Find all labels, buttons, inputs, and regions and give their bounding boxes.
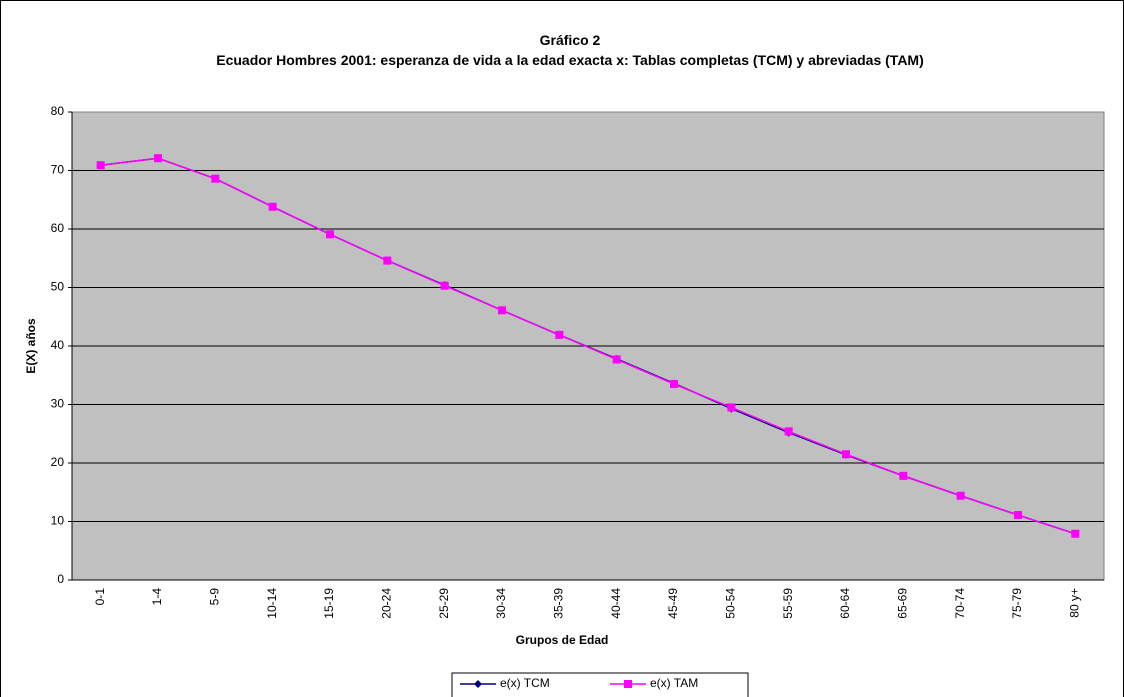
x-tick-label: 50-54: [724, 588, 738, 619]
marker: [498, 306, 506, 315]
marker: [612, 355, 621, 364]
x-tick-label: 20-24: [380, 588, 394, 619]
y-tick-label: 70: [51, 163, 65, 177]
legend-box: [451, 672, 749, 697]
x-tick-label: 30-34: [494, 588, 508, 619]
y-tick-label: 20: [51, 455, 65, 469]
marker: [1071, 529, 1080, 538]
x-tick-label: 5-9: [208, 588, 222, 606]
x-tick-label: 0-1: [93, 588, 107, 606]
x-tick-label: 70-74: [953, 588, 967, 619]
legend-label: e(x) TCM: [500, 676, 550, 690]
x-tick-label: 10-14: [265, 588, 279, 619]
marker: [624, 680, 632, 688]
marker: [555, 330, 564, 339]
x-tick-label: 35-39: [552, 588, 566, 619]
marker: [96, 161, 105, 170]
y-tick-label: 0: [57, 572, 64, 586]
y-tick-label: 80: [51, 104, 65, 118]
y-tick-label: 40: [51, 338, 65, 352]
marker: [842, 450, 850, 459]
x-tick-label: 75-79: [1010, 588, 1024, 619]
x-tick-label: 80 y+: [1068, 588, 1082, 618]
chart-subtitle: Ecuador Hombres 2001: esperanza de vida …: [216, 52, 924, 68]
x-tick-label: 15-19: [322, 588, 336, 619]
marker: [154, 154, 162, 163]
x-tick-label: 1-4: [150, 588, 164, 606]
marker: [956, 491, 965, 500]
marker: [670, 380, 678, 389]
marker: [326, 230, 334, 239]
title-block: Gráfico 2 Ecuador Hombres 2001: esperanz…: [115, 30, 1025, 70]
x-tick-label: 45-49: [666, 588, 680, 619]
marker: [383, 256, 392, 265]
x-tick-label: 60-64: [838, 588, 852, 619]
marker: [440, 281, 449, 290]
marker: [268, 202, 277, 211]
x-axis-title: Grupos de Edad: [516, 633, 609, 647]
marker: [1014, 511, 1022, 520]
y-tick-label: 50: [51, 280, 65, 294]
x-tick-label: 55-59: [781, 588, 795, 619]
marker: [899, 471, 908, 480]
marker: [784, 427, 793, 436]
chart-title: Gráfico 2: [539, 32, 601, 48]
marker: [211, 174, 220, 183]
y-axis-title: E(X) años: [24, 318, 38, 374]
marker: [474, 680, 482, 688]
y-tick-label: 10: [51, 514, 65, 528]
marker: [727, 403, 736, 412]
series-line: [100, 157, 1076, 535]
legend-label: e(x) TAM: [650, 676, 698, 690]
y-tick-label: 30: [51, 397, 65, 411]
x-tick-label: 25-29: [437, 588, 451, 619]
x-tick-label: 65-69: [896, 588, 910, 619]
x-tick-label: 40-44: [609, 588, 623, 619]
y-tick-label: 60: [51, 221, 65, 235]
